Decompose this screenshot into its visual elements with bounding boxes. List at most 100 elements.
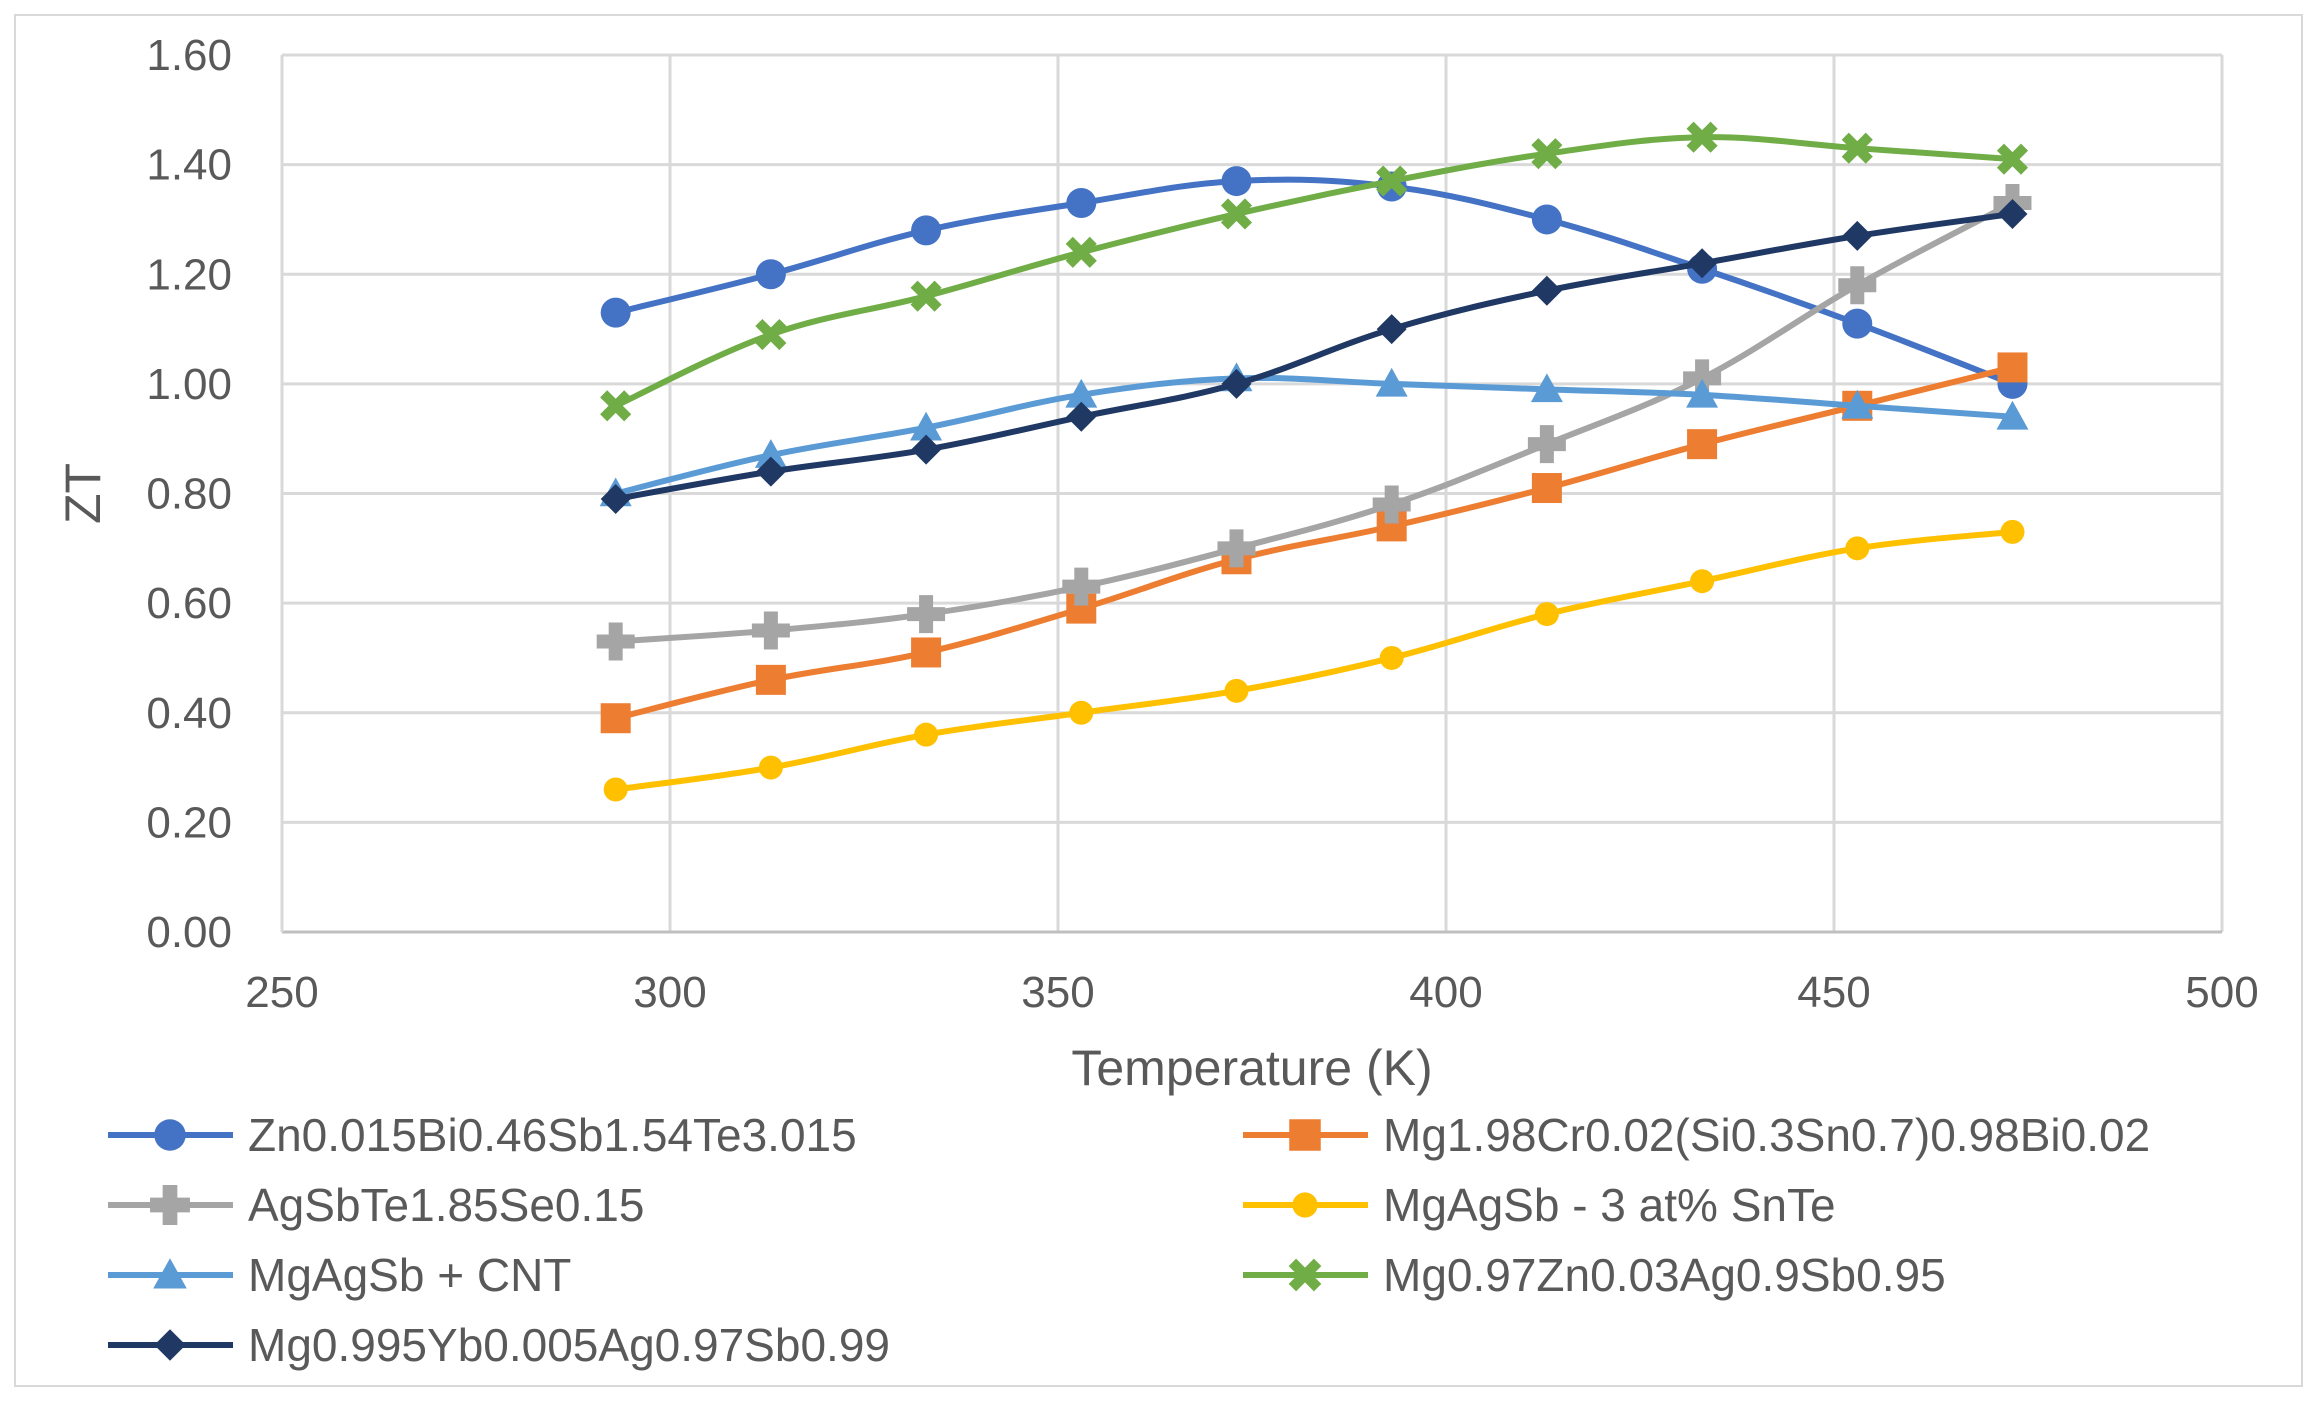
series-6-point [755,318,787,351]
series-5-point [1065,378,1098,408]
series-5-point [1375,367,1408,397]
series-6-point [1065,236,1097,268]
series-5 [599,362,2029,507]
y-tick-label: 0.60 [146,579,232,628]
series-4 [603,519,2025,802]
legend-item: Mg1.98Cr0.02(Si0.3Sn0.7)0.98Bi0.02 [1243,1109,2150,1161]
legend: Zn0.015Bi0.46Sb1.54Te3.015 Mg1.98Cr0.02(S… [108,1109,2150,1371]
x-tick-label: 500 [2185,968,2258,1017]
legend-label: MgAgSb + CNT [248,1249,571,1301]
legend-swatch-marker [154,1329,186,1361]
series-6-line [612,134,2016,409]
y-axis-title: ZT [55,463,111,524]
series-2-point [1531,473,1562,504]
legend-swatch-marker-shape [1288,1258,1322,1292]
legend-item: Mg0.995Yb0.005Ag0.97Sb0.99 [108,1319,890,1371]
series-1-point [755,259,786,290]
series-7-point [1376,314,1407,345]
series-2-point [600,703,631,734]
legend-swatch-marker [153,1258,187,1289]
legend-label: MgAgSb - 3 at% SnTe [1383,1179,1836,1231]
series-6-point-shape [1841,132,1873,164]
legend-item: Mg0.97Zn0.03Ag0.9Sb0.95 [1243,1249,1946,1301]
series-3-point [907,595,946,634]
series-6-point-shape [600,390,632,422]
y-tick-label: 1.20 [146,250,232,299]
series-1-point [1842,308,1873,339]
legend-label: Zn0.015Bi0.46Sb1.54Te3.015 [248,1109,857,1161]
series-3-point [1372,485,1411,524]
series-1-point [911,215,942,246]
series-6-point [1376,165,1408,197]
series-6-point [910,280,942,312]
series-7-point [1221,368,1252,399]
x-tick-label: 250 [245,968,318,1017]
x-axis-title: Temperature (K) [1071,1040,1432,1096]
series-2-point [911,637,942,668]
legend-label: Mg0.97Zn0.03Ag0.9Sb0.95 [1383,1249,1946,1301]
legend-swatch-marker [150,1185,190,1225]
series-4-point [914,722,939,747]
series-6-point-shape [1686,121,1718,153]
legend-item: MgAgSb - 3 at% SnTe [1243,1179,1836,1231]
series-3-point [1217,529,1256,568]
series-7 [600,198,2028,514]
legend-swatch-marker [1288,1258,1322,1292]
series-6-point-shape [1220,198,1253,230]
series-5-point [1996,400,2029,430]
series-6-point-shape [755,318,787,351]
series-2-point [1997,352,2028,383]
legend-label: Mg1.98Cr0.02(Si0.3Sn0.7)0.98Bi0.02 [1383,1109,2150,1161]
series-4-point [603,777,628,802]
series-6-point-shape [1996,143,2029,175]
series-5-point [1686,378,1719,408]
series-6-point [1531,138,1563,170]
series-6-point-shape [1065,236,1097,268]
series-5-point [1841,389,1874,419]
series-4-point [1534,602,1559,627]
series-1 [600,166,2028,399]
series-2-point [1687,429,1718,460]
series-7-line [612,210,2016,502]
series-layer [596,121,2032,802]
series-6-point-shape [1376,165,1408,197]
series-5-point [754,439,787,468]
series-7-point [1997,198,2028,229]
series-7-point [600,483,631,514]
series-7-point [1066,401,1097,432]
series-3-point [1838,266,1877,305]
series-3-line [612,199,2016,645]
legend-item: MgAgSb + CNT [108,1249,571,1301]
series-6-point [600,390,632,422]
series-1-line [612,176,2016,387]
series-4-point [1690,569,1715,594]
series-1-point [1531,204,1562,235]
series-6-point-shape [1531,138,1563,170]
gridlines [282,53,2224,932]
y-tick-label: 0.20 [146,798,232,847]
y-tick-label: 0.00 [146,908,232,957]
series-3-point [1527,425,1566,464]
series-3 [596,183,2032,661]
x-tick-label: 450 [1797,968,1870,1017]
series-4-line [612,528,2016,793]
series-4-point [1224,678,1249,703]
legend-swatch-marker [154,1119,186,1151]
series-7-point [1842,220,1873,251]
series-7-point [1531,275,1562,306]
axes: 0.00 0.20 0.40 0.60 0.80 1.00 1.20 1.40 1.60 250 3… [146,31,2258,1017]
x-tick-label: 350 [1021,968,1094,1017]
series-6 [600,121,2029,422]
series-2-point [755,664,786,695]
y-tick-label: 1.00 [146,360,232,409]
legend-item: Zn0.015Bi0.46Sb1.54Te3.015 [108,1109,857,1161]
series-7-point [911,434,942,465]
series-7-point [755,456,786,487]
series-5-point [1530,373,1563,403]
legend-label: Mg0.995Yb0.005Ag0.97Sb0.99 [248,1319,890,1371]
series-7-point [1687,248,1718,279]
series-1-point [1066,187,1097,218]
legend-swatch-marker [1292,1192,1318,1218]
series-3-point [1062,567,1101,606]
